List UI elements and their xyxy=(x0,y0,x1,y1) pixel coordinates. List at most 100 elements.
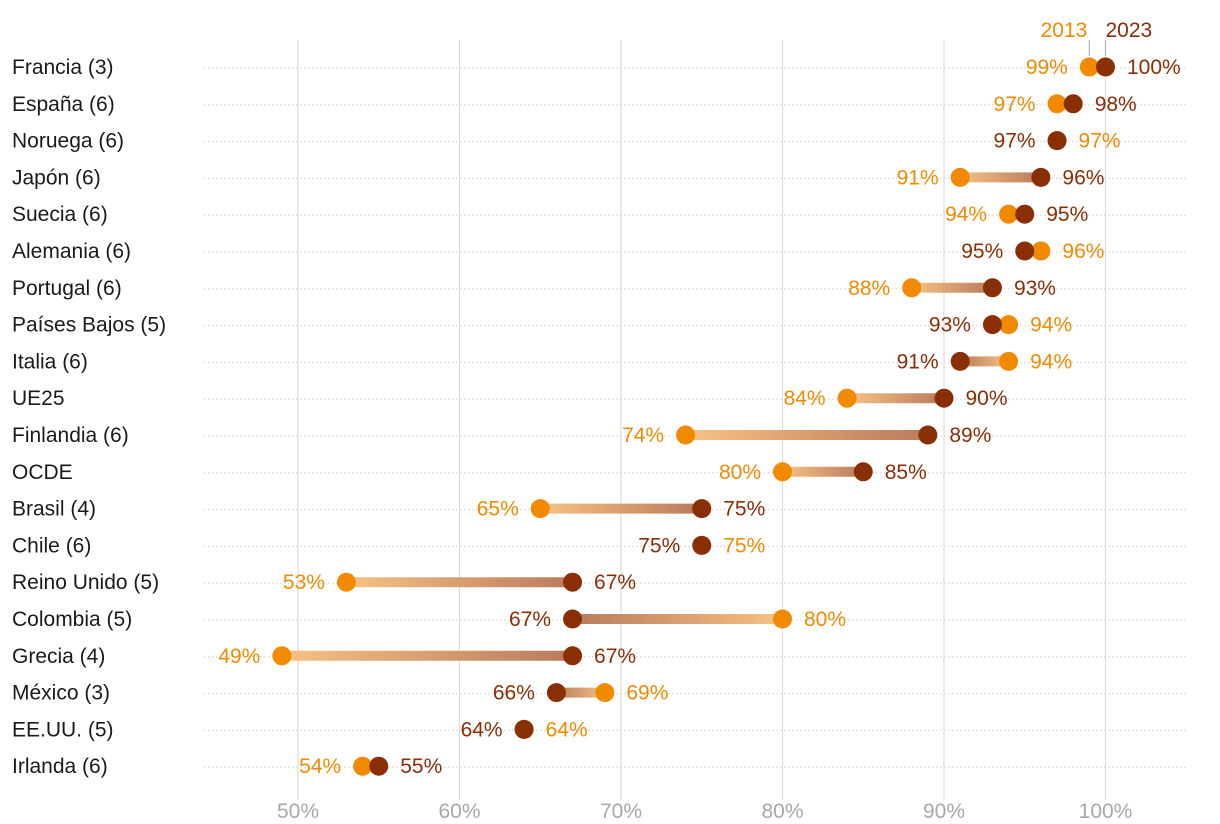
dot-2023 xyxy=(1063,94,1083,114)
chart-row: Italia (6) 91% 94% xyxy=(12,350,1187,373)
value-label-2013: 94% xyxy=(1030,314,1072,337)
category-label: Italia (6) xyxy=(12,350,88,373)
dot-2023 xyxy=(692,535,712,555)
dot-2023 xyxy=(563,646,583,666)
chart-row: Noruega (6) 97% 97% xyxy=(12,130,1187,153)
value-label-2013: 91% xyxy=(897,166,939,189)
dot-2023 xyxy=(563,572,583,592)
dot-2013 xyxy=(595,683,615,703)
value-label-2013: 80% xyxy=(804,608,846,631)
chart-row: Brasil (4) 65% 75% xyxy=(12,498,1187,521)
category-label: Francia (3) xyxy=(12,56,114,79)
chart-row: EE.UU. (5) 64% 64% xyxy=(12,718,1187,741)
dot-2013 xyxy=(950,167,970,187)
x-tick-label: 90% xyxy=(923,800,965,823)
value-label-2013: 84% xyxy=(784,387,826,410)
value-label-2023: 90% xyxy=(966,387,1008,410)
dot-2023 xyxy=(514,719,534,739)
category-label: España (6) xyxy=(12,93,115,116)
chart-row: Colombia (5) 67% 80% xyxy=(12,608,1187,631)
category-label: Reino Unido (5) xyxy=(12,571,159,594)
dot-2013 xyxy=(999,315,1019,335)
value-label-2013: 53% xyxy=(283,571,325,594)
dot-2023 xyxy=(546,683,566,703)
x-tick-label: 70% xyxy=(600,800,642,823)
chart-row: Suecia (6) 94% 95% xyxy=(12,203,1187,226)
chart-row: Finlandia (6) 74% 89% xyxy=(12,424,1187,447)
value-label-2023: 89% xyxy=(949,424,991,447)
value-label-2013: 97% xyxy=(994,93,1036,116)
value-label-2023: 64% xyxy=(461,718,503,741)
x-tick-label: 100% xyxy=(1079,800,1133,823)
value-label-2013: 88% xyxy=(848,277,890,300)
chart-row: Grecia (4) 49% 67% xyxy=(12,645,1187,668)
dot-2023 xyxy=(1047,131,1067,151)
gridlines xyxy=(297,40,1107,800)
dot-2013 xyxy=(1079,57,1099,77)
dot-2023 xyxy=(853,462,873,482)
category-label: OCDE xyxy=(12,461,73,484)
dot-2023 xyxy=(369,756,389,776)
chart-row: Francia (3) 99% 100% xyxy=(12,56,1187,79)
value-label-2023: 97% xyxy=(994,130,1036,153)
value-label-2013: 54% xyxy=(299,755,341,778)
value-label-2013: 74% xyxy=(622,424,664,447)
value-label-2013: 99% xyxy=(1026,56,1068,79)
dot-2013 xyxy=(773,462,792,482)
dot-2023 xyxy=(1015,241,1035,261)
dot-2013 xyxy=(999,204,1019,224)
chart-row: Reino Unido (5) 53% 67% xyxy=(12,571,1187,594)
dot-2013 xyxy=(676,425,696,445)
value-label-2013: 94% xyxy=(945,203,987,226)
value-label-2023: 93% xyxy=(929,314,971,337)
dot-2013 xyxy=(336,572,356,592)
dot-2023 xyxy=(1031,167,1051,187)
category-label: Noruega (6) xyxy=(12,130,124,153)
dot-2013 xyxy=(1031,241,1051,261)
dot-2013 xyxy=(837,388,857,408)
legend: 2013 2023 xyxy=(1041,19,1153,56)
value-label-2023: 75% xyxy=(638,534,680,557)
category-label: Brasil (4) xyxy=(12,498,96,521)
chart-row: UE25 84% 90% xyxy=(12,387,1187,410)
category-label: Portugal (6) xyxy=(12,277,122,300)
chart-row: Irlanda (6) 54% 55% xyxy=(12,755,1187,778)
dot-2013 xyxy=(773,609,792,629)
value-label-2013: 94% xyxy=(1030,350,1072,373)
value-label-2023: 67% xyxy=(509,608,551,631)
dot-2023 xyxy=(982,315,1002,335)
value-label-2013: 65% xyxy=(477,498,519,521)
dot-2013 xyxy=(999,351,1019,371)
dot-2023 xyxy=(918,425,938,445)
chart-row: Alemania (6) 95% 96% xyxy=(12,240,1187,263)
value-label-2013: 49% xyxy=(218,645,260,668)
category-label: UE25 xyxy=(12,387,65,410)
chart-rows: Francia (3) 99% 100% España (6) 97% 98% Norueg… xyxy=(12,56,1187,778)
value-label-2023: 85% xyxy=(885,461,927,484)
category-label: Colombia (5) xyxy=(12,608,132,631)
value-label-2023: 55% xyxy=(400,755,442,778)
dot-2023 xyxy=(950,351,970,371)
category-label: Chile (6) xyxy=(12,534,91,557)
value-label-2013: 75% xyxy=(723,534,765,557)
dot-2023 xyxy=(934,388,954,408)
value-label-2023: 98% xyxy=(1095,93,1137,116)
dot-2023 xyxy=(692,499,712,519)
value-label-2013: 96% xyxy=(1062,240,1104,263)
value-label-2013: 69% xyxy=(626,682,668,705)
x-tick-label: 60% xyxy=(438,800,480,823)
category-label: Países Bajos (5) xyxy=(12,314,166,337)
category-label: EE.UU. (5) xyxy=(12,718,114,741)
value-label-2013: 80% xyxy=(719,461,761,484)
value-label-2023: 95% xyxy=(1046,203,1088,226)
value-label-2023: 96% xyxy=(1062,166,1104,189)
category-label: México (3) xyxy=(12,682,110,705)
x-tick-label: 50% xyxy=(277,800,319,823)
category-label: Alemania (6) xyxy=(12,240,131,263)
value-label-2023: 100% xyxy=(1127,56,1181,79)
value-label-2013: 64% xyxy=(546,718,588,741)
dot-2013 xyxy=(1047,94,1067,114)
legend-label-2023: 2023 xyxy=(1106,19,1153,42)
x-tick-label: 80% xyxy=(761,800,803,823)
